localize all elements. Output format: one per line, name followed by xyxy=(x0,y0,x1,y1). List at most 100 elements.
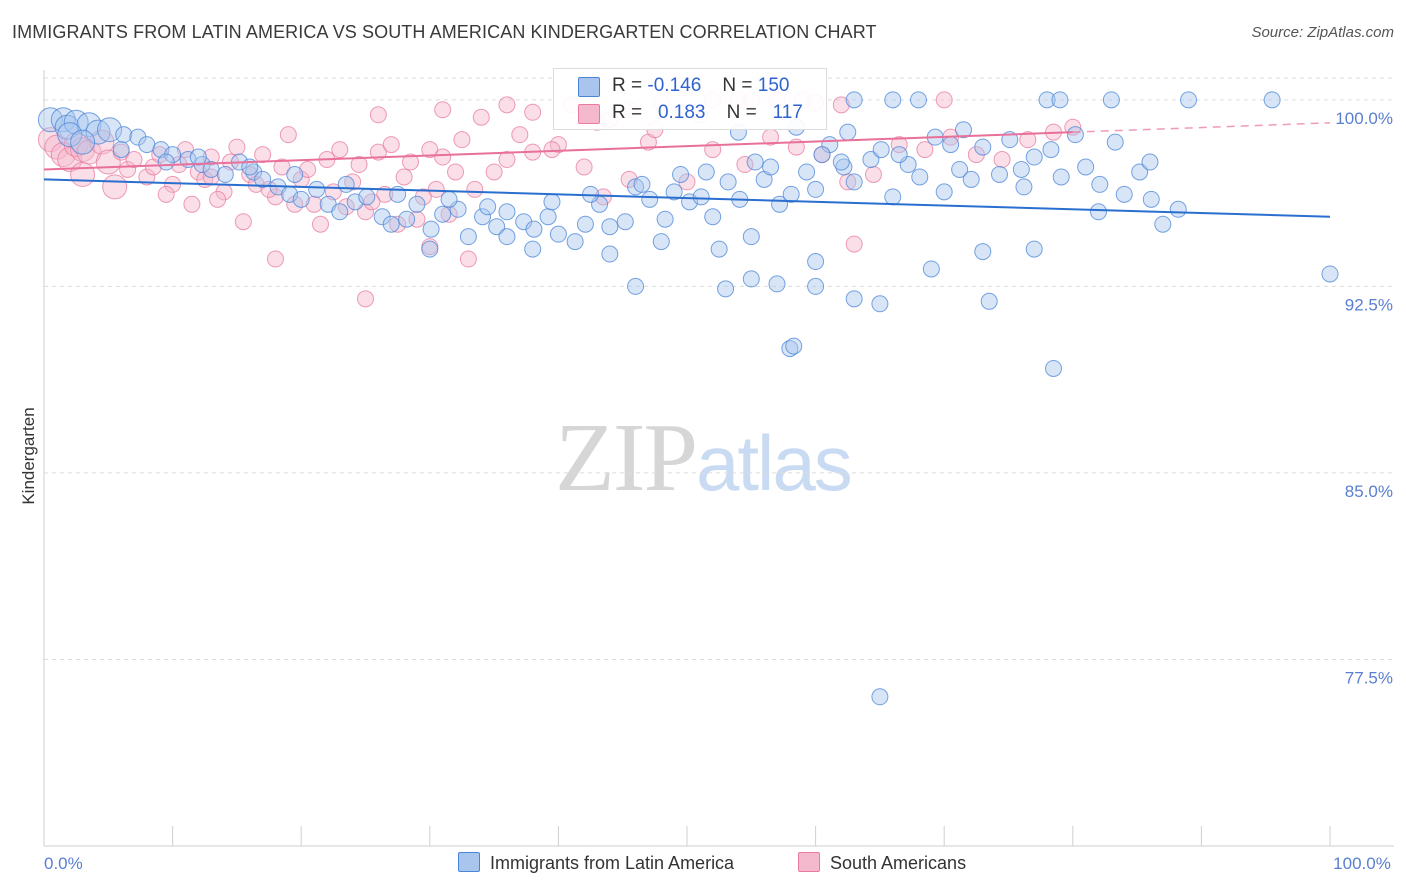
y-tick-label: 85.0% xyxy=(1345,482,1393,501)
scatter-point xyxy=(447,163,465,181)
scatter-point xyxy=(742,270,760,288)
scatter-point xyxy=(434,205,452,223)
scatter-point xyxy=(228,138,246,156)
scatter-point xyxy=(485,163,503,181)
scatter-point xyxy=(922,260,940,278)
scatter-point xyxy=(576,215,594,233)
scatter-point xyxy=(427,180,445,198)
scatter-point xyxy=(440,205,458,223)
scatter-point xyxy=(990,165,1008,183)
scatter-point xyxy=(266,250,284,268)
scatter-point xyxy=(719,173,737,191)
scatter-point xyxy=(665,183,683,201)
scatter-point xyxy=(962,170,980,188)
scatter-point xyxy=(50,107,76,133)
scatter-point xyxy=(459,250,477,268)
scatter-point xyxy=(742,228,760,246)
scatter-point xyxy=(299,160,317,178)
scatter-point xyxy=(813,146,831,164)
scatter-point xyxy=(382,215,400,233)
scatter-point xyxy=(511,126,529,144)
scatter-point xyxy=(358,188,376,206)
scatter-point xyxy=(176,141,194,159)
scatter-point xyxy=(234,213,252,231)
scatter-point xyxy=(395,168,413,186)
scatter-point xyxy=(57,147,83,173)
scatter-point xyxy=(807,253,825,271)
scatter-point xyxy=(279,126,297,144)
scatter-point xyxy=(434,101,452,119)
bottom-legend-label-pink: South Americans xyxy=(830,853,967,873)
bottom-legend-label-blue: Immigrants from Latin America xyxy=(490,853,735,873)
scatter-point xyxy=(782,185,800,203)
scatter-point xyxy=(421,240,439,258)
scatter-point xyxy=(697,163,715,181)
scatter-point xyxy=(112,141,130,159)
scatter-point xyxy=(498,228,516,246)
scatter-point xyxy=(1042,141,1060,159)
scatter-point xyxy=(954,121,972,139)
scatter-point xyxy=(1045,359,1063,377)
legend-n-label: N = xyxy=(722,75,753,96)
scatter-point xyxy=(357,290,374,308)
scatter-point xyxy=(1091,175,1109,193)
scatter-point xyxy=(1019,131,1037,149)
scatter-point xyxy=(785,337,803,355)
bottom-legend-swatch-blue xyxy=(458,852,480,872)
scatter-point xyxy=(543,141,561,159)
scatter-point xyxy=(1066,126,1084,144)
scatter-point xyxy=(656,210,674,228)
scatter-point xyxy=(1015,178,1033,196)
scatter-point xyxy=(601,218,619,236)
scatter-point xyxy=(273,158,291,176)
scatter-point xyxy=(864,165,882,183)
scatter-point xyxy=(890,146,908,164)
y-tick-label: 77.5% xyxy=(1345,668,1393,687)
scatter-point xyxy=(70,129,96,155)
scatter-point xyxy=(357,203,374,221)
legend-n-value-pink: 117 xyxy=(772,102,803,123)
scatter-point xyxy=(157,185,175,203)
scatter-point xyxy=(549,225,567,243)
scatter-point xyxy=(1077,158,1095,176)
scatter-point xyxy=(916,141,934,159)
scatter-point xyxy=(1142,190,1160,208)
scatter-point xyxy=(993,151,1011,169)
trend-line xyxy=(43,178,1331,218)
legend-r-value-blue: -0.146 xyxy=(647,75,702,96)
scatter-point xyxy=(1180,91,1198,109)
scatter-point xyxy=(37,107,63,133)
scatter-point xyxy=(832,153,850,171)
scatter-point xyxy=(488,218,506,236)
scatter-point xyxy=(832,96,850,114)
scatter-point xyxy=(459,228,477,246)
scatter-point xyxy=(466,180,484,198)
scatter-point xyxy=(89,129,115,155)
scatter-point xyxy=(337,175,355,193)
scatter-point xyxy=(951,160,969,178)
scatter-point xyxy=(524,240,542,258)
scatter-point xyxy=(807,180,825,198)
scatter-point xyxy=(57,122,83,148)
scatter-point xyxy=(286,165,304,183)
scatter-point xyxy=(768,275,786,293)
scatter-point xyxy=(183,195,201,213)
trend-line-extension xyxy=(1072,122,1331,133)
y-tick-label: 100.0% xyxy=(1335,109,1393,128)
scatter-point xyxy=(627,277,645,295)
legend-r-label: R = xyxy=(612,102,643,123)
scatter-point xyxy=(350,156,368,174)
scatter-point xyxy=(1141,153,1159,171)
scatter-point xyxy=(37,127,63,153)
scatter-point xyxy=(1321,265,1339,283)
scatter-point xyxy=(1001,131,1019,149)
scatter-point xyxy=(408,195,426,213)
scatter-point xyxy=(845,173,863,191)
scatter-point xyxy=(1038,91,1056,109)
scatter-point xyxy=(1169,200,1187,218)
trend-line xyxy=(43,131,1073,171)
correlation-legend: R = -0.146 N = 150 R = 0.183 N = 117 xyxy=(553,68,827,130)
scatter-point xyxy=(389,215,407,233)
scatter-point xyxy=(1115,185,1133,203)
